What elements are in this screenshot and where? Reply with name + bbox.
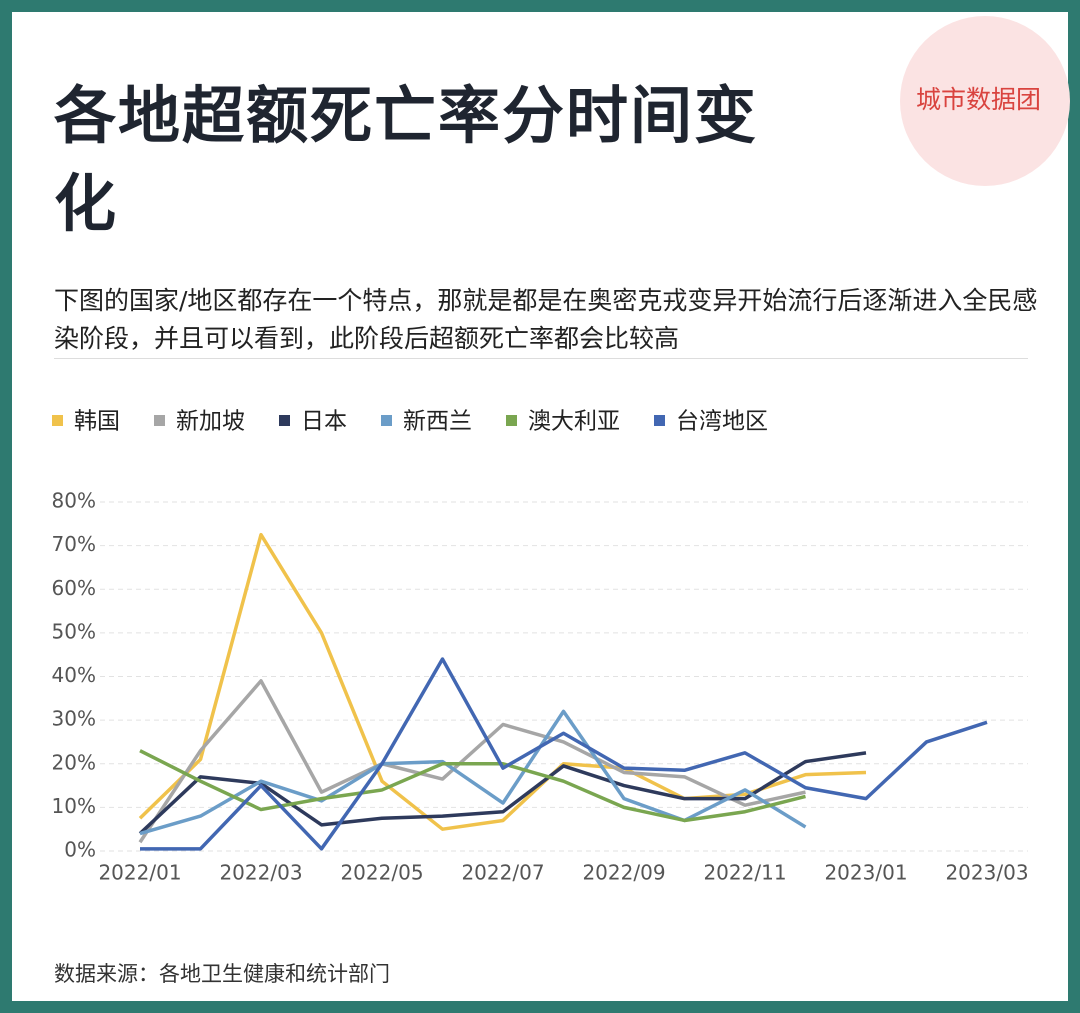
y-tick-label: 40% (52, 663, 96, 687)
legend-label: 台湾地区 (676, 409, 768, 435)
series-line (138, 532, 867, 831)
logo-badge (900, 16, 1070, 186)
y-tick-label: 20% (52, 750, 96, 774)
legend-swatch (506, 415, 517, 426)
y-tick-label: 50% (52, 619, 96, 643)
y-tick-label: 30% (52, 707, 96, 731)
series-line (139, 709, 807, 836)
series-line (140, 657, 988, 851)
legend-label: 新加坡 (176, 409, 245, 435)
x-tick-label: 2023/03 (945, 861, 1028, 885)
series-line (138, 679, 806, 844)
chart-title: 各地超额死亡率分时间变化 (54, 79, 759, 240)
x-tick-label: 2022/03 (219, 861, 302, 885)
legend-swatch (154, 415, 165, 426)
x-tick-label: 2022/11 (703, 861, 786, 885)
x-tick-label: 2022/01 (98, 861, 181, 885)
divider (54, 358, 1028, 359)
x-tick-label: 2023/01 (824, 861, 907, 885)
legend-label: 日本 (301, 409, 347, 435)
x-tick-label: 2022/07 (461, 861, 544, 885)
x-tick-label: 2022/09 (582, 861, 665, 885)
brand: 城市数据团 (916, 85, 1042, 114)
card: 城市数据团 各地超额死亡率分时间变化 下图的国家/地区都存在一个特点，那就是都是… (12, 12, 1070, 1001)
y-tick-label: 10% (52, 794, 96, 818)
legend-label: 韩国 (74, 409, 120, 435)
source-note: 数据来源：各地卫生健康和统计部门 (54, 962, 390, 986)
x-tick-label: 2022/05 (340, 861, 423, 885)
legend-swatch (52, 415, 63, 426)
y-tick-label: 60% (52, 576, 96, 600)
y-tick-label: 70% (52, 532, 96, 556)
legend-swatch (279, 415, 290, 426)
legend-label: 澳大利亚 (528, 409, 620, 435)
series-line (139, 749, 806, 823)
legend-label: 新西兰 (403, 409, 472, 435)
chart-subtitle: 下图的国家/地区都存在一个特点，那就是都是在奥密克戎变异开始流行后逐渐进入全民感… (54, 286, 1038, 353)
series-line (138, 751, 867, 835)
legend-swatch (381, 415, 392, 426)
y-tick-label: 0% (64, 838, 96, 862)
legend-swatch (654, 415, 665, 426)
y-tick-label: 80% (52, 489, 96, 513)
